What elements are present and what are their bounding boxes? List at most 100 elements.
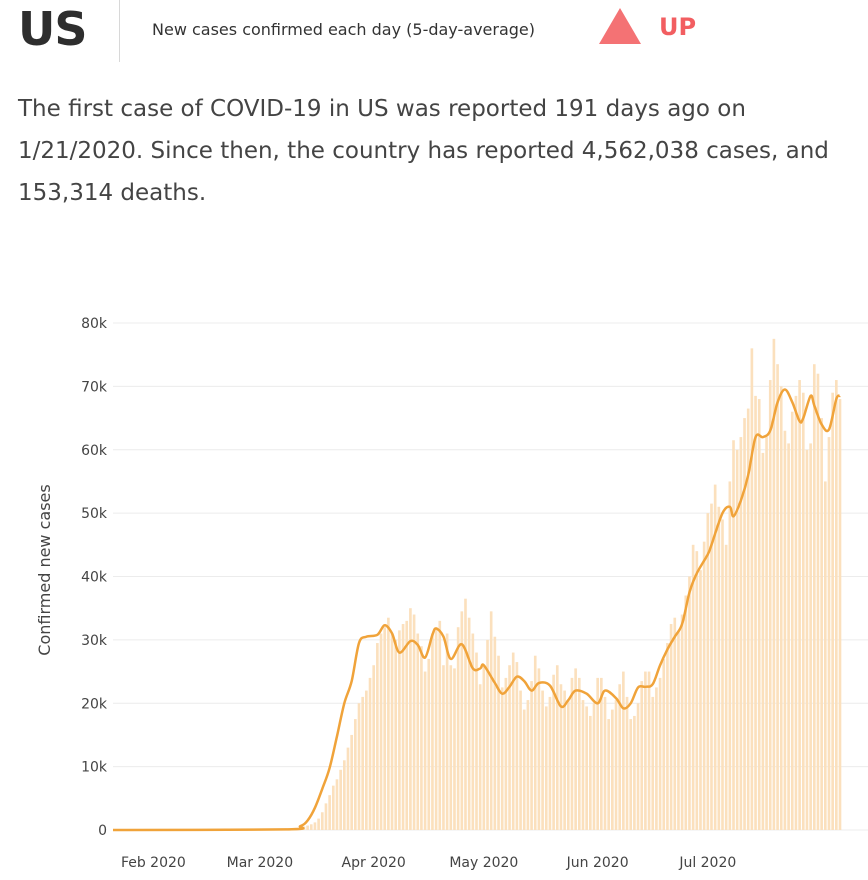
daily-bar (320, 812, 324, 830)
daily-bar (721, 519, 724, 830)
daily-bar (735, 449, 739, 830)
daily-bar (625, 696, 629, 830)
daily-bar (511, 652, 515, 830)
daily-bar (757, 399, 761, 830)
daily-bar (317, 818, 320, 830)
daily-bar (783, 430, 787, 830)
daily-bar (746, 408, 750, 830)
daily-bar (835, 380, 838, 830)
x-tick-label: Mar 2020 (227, 855, 294, 871)
daily-bar (515, 662, 519, 830)
daily-bar (504, 677, 508, 830)
daily-bar (611, 709, 614, 830)
daily-bar (728, 481, 732, 830)
y-tick-label: 30k (81, 633, 108, 649)
daily-bar (533, 655, 537, 830)
daily-bar (662, 658, 666, 830)
daily-bar (486, 639, 489, 830)
daily-bar (809, 443, 812, 830)
daily-bar (644, 671, 647, 830)
y-tick-label: 80k (81, 316, 108, 332)
metric-label: New cases confirmed each day (5-day-aver… (152, 20, 536, 39)
daily-bar (812, 364, 816, 830)
daily-bar (816, 373, 820, 830)
daily-bar (743, 418, 746, 830)
header-divider (119, 0, 120, 62)
daily-bar (522, 709, 526, 830)
daily-bar (398, 630, 401, 830)
chart-bars (111, 338, 842, 830)
y-axis-label: Confirmed new cases (35, 484, 54, 655)
y-axis-ticks: 0 10k 20k 30k 40k 50k 60k 70k 80k (81, 316, 108, 839)
daily-bar (717, 506, 721, 830)
daily-bar (600, 677, 603, 830)
daily-bar (691, 544, 695, 830)
daily-bar (787, 443, 790, 830)
daily-bar (328, 795, 331, 830)
daily-bar (544, 706, 548, 830)
daily-bar (548, 696, 552, 830)
daily-bar (500, 687, 504, 830)
daily-bar (614, 700, 618, 830)
daily-bar (537, 668, 541, 830)
daily-bar (633, 715, 636, 830)
daily-bar (570, 677, 574, 830)
x-tick-label: Jul 2020 (678, 855, 736, 871)
daily-bar (684, 595, 688, 830)
daily-bar (555, 665, 559, 830)
daily-bar (636, 703, 640, 830)
daily-bar (581, 700, 585, 830)
daily-bar (372, 665, 376, 830)
daily-bar (508, 665, 511, 830)
daily-bar (471, 633, 475, 830)
daily-bar (790, 411, 794, 830)
daily-bar (768, 380, 772, 830)
daily-bar (453, 668, 456, 830)
daily-bar (750, 348, 754, 830)
daily-bar (831, 392, 834, 830)
x-tick-label: May 2020 (449, 855, 518, 871)
daily-bar (368, 677, 372, 830)
daily-bar (335, 779, 339, 830)
daily-bar (376, 643, 379, 830)
daily-bar (412, 614, 416, 830)
daily-bar (669, 624, 673, 830)
daily-bar (365, 690, 368, 830)
daily-bar (603, 696, 607, 830)
chart-grid (113, 322, 868, 831)
daily-bar (361, 696, 364, 830)
daily-bar (427, 658, 431, 830)
x-axis-ticks: Feb 2020 Mar 2020 Apr 2020 May 2020 Jun 2020… (121, 855, 736, 871)
daily-bar (820, 418, 823, 830)
daily-bar (724, 544, 728, 830)
daily-bar (423, 671, 427, 830)
daily-bar (390, 633, 394, 830)
daily-bar (658, 677, 662, 830)
daily-bar (449, 665, 453, 830)
summary-text: The first case of COVID-19 in US was rep… (18, 96, 829, 206)
daily-bar (805, 449, 809, 830)
daily-bar (383, 627, 387, 830)
daily-bar (739, 437, 743, 830)
daily-bar (577, 677, 581, 830)
daily-bar (401, 624, 405, 830)
daily-bar (460, 611, 464, 830)
daily-bar (394, 639, 398, 830)
daily-bar (680, 614, 684, 830)
daily-bar (354, 719, 357, 830)
daily-bar (699, 570, 702, 830)
daily-bar (350, 734, 353, 830)
daily-bar (482, 665, 486, 830)
daily-bar (552, 674, 555, 830)
daily-bar (306, 825, 309, 830)
y-tick-label: 20k (81, 696, 108, 712)
daily-bar (596, 677, 599, 830)
daily-bar (339, 769, 342, 830)
cases-chart: 0 10k 20k 30k 40k 50k 60k 70k 80k Feb 2020 Mar 20… (35, 316, 868, 871)
x-tick-label: Apr 2020 (342, 855, 406, 871)
daily-bar (776, 364, 779, 830)
daily-bar (798, 380, 801, 830)
daily-bar (405, 620, 409, 830)
daily-bar (442, 665, 445, 830)
daily-bar (420, 646, 423, 830)
